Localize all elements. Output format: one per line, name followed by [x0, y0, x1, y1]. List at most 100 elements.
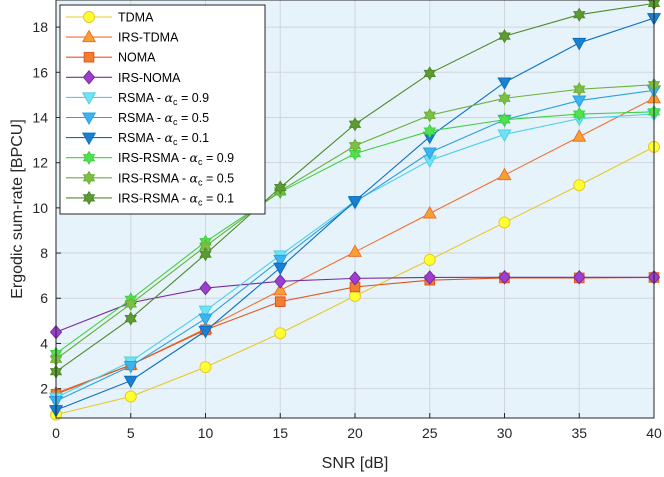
data-point [198, 326, 213, 339]
data-point [274, 296, 286, 307]
data-point [198, 305, 213, 319]
data-point [423, 108, 436, 123]
legend-label: IRS-NOMA [118, 71, 181, 85]
y-tick-label: 4 [40, 335, 48, 351]
x-tick-labels: 0 5 10 15 20 25 30 35 40 [52, 425, 662, 441]
data-point [124, 296, 137, 312]
data-point [348, 138, 362, 153]
data-point [123, 375, 138, 389]
data-point [573, 7, 586, 22]
data-point [123, 361, 138, 374]
data-point [199, 246, 212, 262]
data-point [348, 117, 362, 132]
data-point [572, 129, 587, 142]
data-point [498, 216, 511, 229]
data-point [347, 244, 363, 257]
y-tick-labels: 2 4 6 8 10 12 14 16 18 [32, 19, 48, 397]
y-tick-label: 12 [32, 155, 48, 171]
legend-entry: IRS-NOMA [66, 70, 181, 85]
data-point [274, 327, 287, 340]
legend-label: RSMA - αc = 0.5 [118, 110, 209, 127]
data-point [82, 170, 96, 185]
legend-label: IRS-TDMA [118, 31, 179, 45]
x-tick-label: 10 [198, 425, 214, 441]
data-point [124, 390, 137, 403]
data-point [423, 66, 436, 81]
data-point [274, 274, 287, 289]
data-point [81, 29, 97, 43]
data-point [498, 269, 511, 285]
data-point [198, 313, 213, 327]
data-point [81, 92, 97, 105]
legend-entry: RSMA - αc = 0.5 [66, 110, 209, 127]
x-axis-label: SNR [dB] [322, 455, 389, 472]
data-point [273, 282, 288, 296]
data-point [199, 280, 212, 296]
data-point [348, 271, 362, 286]
y-axis-label: Ergodic sum-rate [BPCU] [9, 119, 26, 299]
x-tick-label: 30 [497, 425, 513, 441]
legend-entry: NOMA [66, 51, 156, 65]
legend-label: RSMA - αc = 0.1 [118, 130, 209, 147]
data-point [498, 91, 511, 106]
data-point [573, 82, 586, 97]
data-point [573, 179, 586, 192]
x-tick-label: 5 [127, 425, 135, 441]
legend-entry: RSMA - αc = 0.1 [66, 130, 209, 147]
legend: TDMA IRS-TDMA NOMA IRS-NOMA RSMA - αc = 0.9 R… [59, 4, 266, 215]
legend-entry: IRS-RSMA - αc = 0.5 [66, 170, 234, 187]
legend-label: NOMA [118, 51, 156, 65]
legend-entry: IRS-RSMA - αc = 0.1 [66, 190, 234, 207]
x-tick-label: 35 [571, 425, 587, 441]
x-tick-label: 40 [646, 425, 662, 441]
data-point [573, 106, 586, 122]
data-point [83, 51, 95, 63]
data-point [423, 270, 436, 285]
legend-entry: TDMA [66, 11, 154, 25]
y-tick-label: 6 [40, 290, 48, 306]
legend-label: IRS-RSMA - αc = 0.1 [118, 190, 234, 207]
data-point [82, 150, 96, 165]
data-point [199, 361, 212, 374]
x-tick-label: 25 [422, 425, 438, 441]
legend-label: IRS-RSMA - αc = 0.9 [118, 150, 234, 167]
data-point [347, 196, 363, 209]
data-point [422, 147, 437, 161]
data-point [497, 129, 512, 142]
y-tick-label: 2 [40, 381, 48, 397]
y-tick-label: 8 [40, 245, 48, 261]
series-irs-rsma-c-0-1 [49, 0, 661, 379]
data-point [273, 262, 288, 276]
data-point [573, 269, 586, 285]
data-point [82, 70, 96, 85]
data-point [81, 132, 97, 146]
y-tick-label: 14 [32, 109, 48, 125]
data-point [497, 167, 512, 181]
data-point [498, 28, 511, 44]
x-tick-label: 15 [272, 425, 288, 441]
y-tick-label: 18 [32, 19, 48, 35]
legend-entry: IRS-TDMA [66, 29, 179, 45]
legend-label: IRS-RSMA - αc = 0.5 [118, 170, 234, 187]
plot-frame [55, 0, 655, 419]
data-point [423, 123, 436, 139]
data-point [497, 77, 512, 90]
x-tick-label: 20 [347, 425, 363, 441]
data-point [498, 112, 511, 127]
data-point [422, 206, 437, 219]
data-point [124, 311, 137, 326]
data-point [83, 11, 95, 23]
legend-label: TDMA [118, 11, 154, 25]
legend-entry: RSMA - αc = 0.9 [66, 90, 209, 107]
series-irs-rsma-c-0-5 [49, 77, 661, 367]
data-point [423, 253, 436, 266]
series-group [48, 0, 662, 421]
legend-entry: IRS-RSMA - αc = 0.9 [66, 150, 234, 167]
data-point [81, 112, 97, 126]
data-point [348, 146, 362, 161]
data-point [572, 37, 587, 51]
data-point [274, 180, 287, 195]
y-tick-label: 16 [32, 64, 48, 80]
data-point [273, 254, 288, 268]
